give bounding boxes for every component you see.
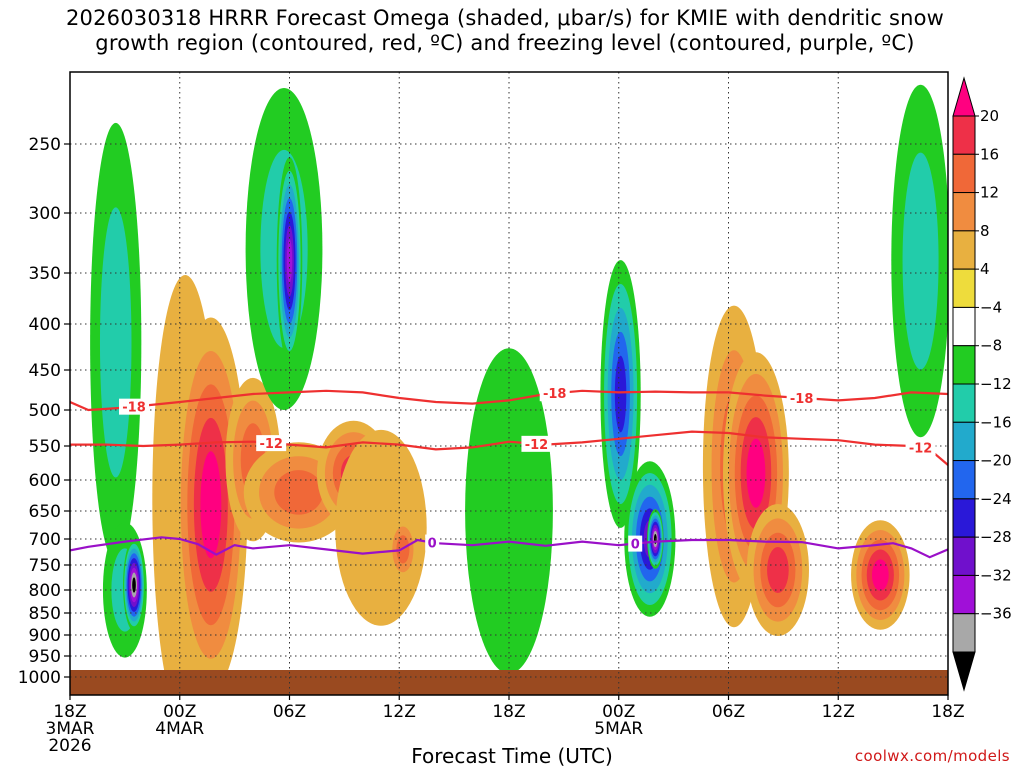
x-tick-label-0-0: 18Z <box>53 702 86 722</box>
title-line-2: growth region (contoured, red, ºC) and f… <box>95 31 915 55</box>
title-line-1: 2026030318 HRRR Forecast Omega (shaded, … <box>65 6 945 30</box>
colorbar-label-3: 8 <box>980 222 990 240</box>
colorbar-top-arrow <box>952 76 976 117</box>
colorbar-swatch-8 <box>952 383 976 423</box>
y-tick-label-400: 400 <box>29 315 61 335</box>
y-tick-label-750: 750 <box>29 556 61 576</box>
x-tick-label-1-0: 00Z <box>163 702 196 722</box>
contour-label-bg <box>256 435 287 452</box>
x-tick-label-6-0: 06Z <box>712 702 745 722</box>
x-tick-label-0-2: 2026 <box>48 736 91 756</box>
y-tick-label-900: 900 <box>29 626 61 646</box>
y-tick-label-600: 600 <box>29 471 61 491</box>
contour-label-dendritic-0: -12 <box>259 437 283 452</box>
colorbar-label-11: −28 <box>980 528 1012 546</box>
colorbar-swatch-9 <box>952 421 976 462</box>
contour-label-freezing-0: 0 <box>428 537 437 552</box>
contour-label-freezing-1: 0 <box>631 538 640 553</box>
y-tick-label-950: 950 <box>29 647 61 667</box>
chart-title: 2026030318 HRRR Forecast Omega (shaded, … <box>0 6 1010 56</box>
colorbar-swatch-11 <box>952 498 976 538</box>
colorbar-swatch-5 <box>952 268 976 308</box>
colorbar-swatch-7 <box>952 345 976 385</box>
y-tick-label-700: 700 <box>29 530 61 550</box>
colorbar-label-12: −32 <box>980 566 1012 584</box>
omega-shading <box>90 84 948 695</box>
colorbar-label-1: 16 <box>980 145 999 163</box>
contour-label-bg <box>425 534 440 551</box>
omega-cell-0-level-1 <box>99 207 132 478</box>
colorbar-label-0: 20 <box>980 107 999 125</box>
x-tick-label-2-0: 06Z <box>273 702 306 722</box>
omega-cell-7-level-6 <box>286 239 293 283</box>
omega-cell-18-level-3 <box>767 547 789 593</box>
colorbar-swatch-6 <box>952 306 976 347</box>
contour-label-dendritic-2: -18 <box>790 392 814 407</box>
y-tick-label-450: 450 <box>29 361 61 381</box>
y-tick-label-550: 550 <box>29 437 61 457</box>
colorbar-swatch-3 <box>952 192 976 232</box>
x-tick-label-1-1: 4MAR <box>155 719 204 739</box>
y-tick-label-800: 800 <box>29 581 61 601</box>
contour-label-dendritic-1: -18 <box>543 387 567 402</box>
colorbar-label-4: 4 <box>980 260 990 278</box>
y-tick-label-850: 850 <box>29 604 61 624</box>
temperature-contours: -18 -18 -18 -12 -12 -12 0 0 <box>70 385 948 559</box>
contour-label-bg <box>905 439 936 456</box>
omega-cell-17-level-4 <box>746 438 766 508</box>
colorbar-label-9: −20 <box>980 452 1012 470</box>
x-tick-label-8-0: 18Z <box>931 702 964 722</box>
contour-label-bg <box>628 535 643 552</box>
grid-lines <box>69 72 949 695</box>
y-tick-label-500: 500 <box>29 401 61 421</box>
colorbar-swatch-14 <box>952 613 976 653</box>
omega-cell-2-level-8 <box>132 577 136 593</box>
y-axis: 2503003504004505005506006507007508008509… <box>18 135 70 688</box>
omega-cell-13-level-4 <box>614 355 627 433</box>
omega-cell-20-level-1 <box>902 152 939 370</box>
y-tick-label-650: 650 <box>29 502 61 522</box>
colorbar-swatch-10 <box>952 460 976 500</box>
omega-cell-19-level-4 <box>871 559 889 591</box>
colorbar-swatch-13 <box>952 574 976 615</box>
x-tick-label-0-1: 3MAR <box>46 719 95 739</box>
x-tick-label-5-1: 5MAR <box>594 719 643 739</box>
contour-label-bg <box>539 385 570 402</box>
y-tick-label-1000: 1000 <box>18 668 61 688</box>
x-tick-label-4-0: 18Z <box>492 702 525 722</box>
contour-label-bg <box>119 398 150 415</box>
contour-label-dendritic-2: -12 <box>909 442 933 457</box>
colorbar-label-6: −8 <box>980 337 1002 355</box>
colorbar-label-2: 12 <box>980 184 999 202</box>
y-tick-label-250: 250 <box>29 135 61 155</box>
colorbar-label-7: −12 <box>980 375 1012 393</box>
x-tick-label-3-0: 12Z <box>383 702 416 722</box>
omega-cell-12-level-0 <box>465 348 553 674</box>
y-tick-label-300: 300 <box>29 204 61 224</box>
contour-label-dendritic-0: -18 <box>122 401 146 416</box>
colorbar: 20 16 12 8 4 −4 −8 −12 −16 −20 −24 −28 −32 −36 <box>952 76 1012 692</box>
colorbar-swatch-2 <box>952 153 976 194</box>
contour-line-freezing-2 <box>70 536 948 559</box>
colorbar-swatch-4 <box>952 230 976 270</box>
colorbar-swatch-12 <box>952 536 976 576</box>
x-tick-label-5-0: 00Z <box>602 702 635 722</box>
contour-label-bg <box>786 390 817 406</box>
contour-label-bg <box>521 435 552 452</box>
y-tick-label-350: 350 <box>29 264 61 284</box>
omega-cell-8-level-2 <box>274 470 324 515</box>
colorbar-label-13: −36 <box>980 605 1012 623</box>
colorbar-label-5: −4 <box>980 298 1002 316</box>
omega-cell-4-level-4 <box>200 451 222 559</box>
colorbar-swatch-1 <box>952 115 976 155</box>
x-tick-label-7-0: 12Z <box>822 702 855 722</box>
colorbar-bottom-arrow <box>952 651 976 692</box>
credit-text: coolwx.com/models <box>854 747 1010 765</box>
contour-label-dendritic-1: -12 <box>525 438 549 453</box>
colorbar-label-10: −24 <box>980 490 1012 508</box>
x-axis-label: Forecast Time (UTC) <box>411 744 613 768</box>
colorbar-label-8: −16 <box>980 413 1012 431</box>
